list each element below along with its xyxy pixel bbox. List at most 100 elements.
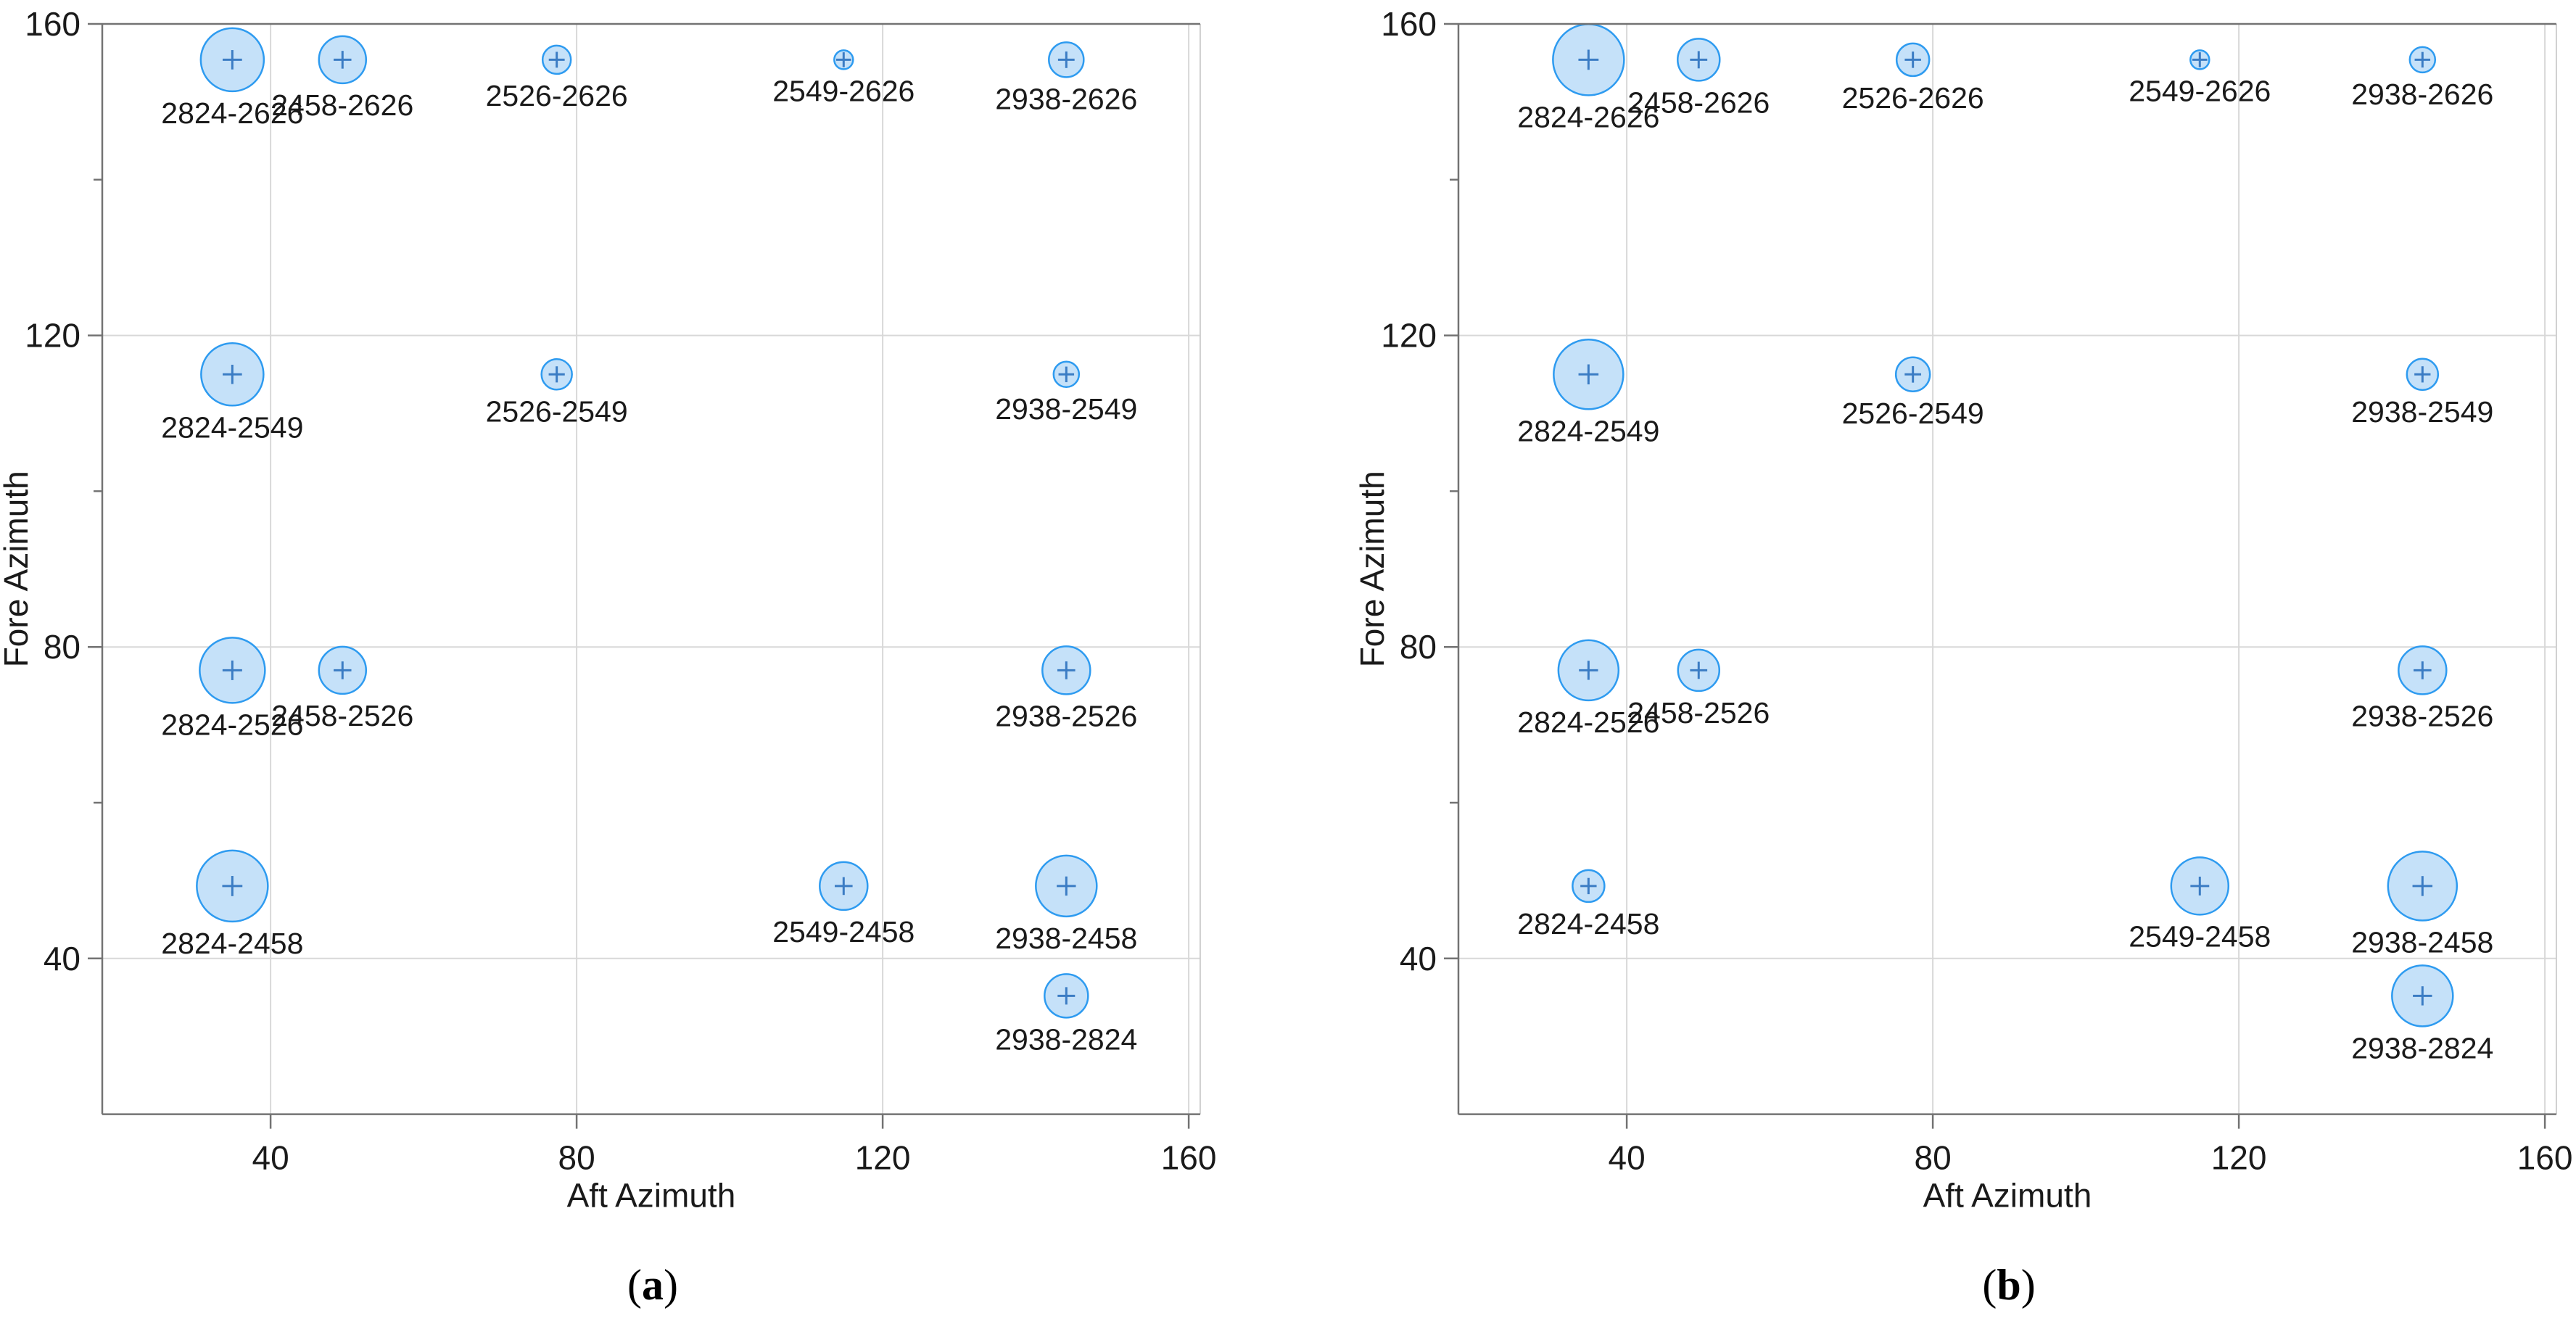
plot-frame — [101, 22, 1201, 1115]
x-tick-label-120: 120 — [2211, 1139, 2267, 1177]
y-tick-label-80: 80 — [1400, 628, 1437, 666]
y-tick-label-40: 40 — [44, 940, 80, 977]
gridlines — [102, 23, 1200, 1115]
bubble-2526-2626: 2526-2626 — [1842, 42, 1984, 115]
bubble-2824-2458: 2824-2458 — [1517, 869, 1659, 940]
bubble-label: 2526-2626 — [1842, 81, 1984, 115]
bubble-2824-2626: 2824-2626 — [1517, 23, 1659, 133]
bubble-2824-2549: 2824-2549 — [161, 342, 303, 444]
bubble-2938-2824: 2938-2824 — [2351, 964, 2493, 1064]
bubble-label: 2824-2526 — [161, 708, 303, 741]
bubble-label: 2526-2549 — [1842, 397, 1984, 430]
panel-a-caption: (a) — [537, 1260, 769, 1310]
bubble-label: 2458-2526 — [271, 699, 413, 732]
bubble-2549-2626: 2549-2626 — [2129, 49, 2271, 107]
bubble-label: 2549-2458 — [772, 915, 915, 948]
caption-close-paren: ) — [664, 1261, 678, 1309]
bubble-label: 2938-2824 — [995, 1022, 1137, 1056]
bubble-2458-2526: 2458-2526 — [1627, 648, 1770, 729]
bubble-2526-2549: 2526-2549 — [1842, 356, 1984, 430]
bubble-label: 2938-2549 — [995, 392, 1137, 426]
y-tick-label-160: 160 — [1381, 5, 1437, 43]
bubble-label: 2549-2626 — [2129, 74, 2271, 107]
bubble-label: 2938-2458 — [2351, 925, 2493, 959]
bubble-2938-2458: 2938-2458 — [2351, 851, 2493, 959]
bubble-2549-2626: 2549-2626 — [772, 49, 915, 107]
bubble-label: 2938-2824 — [2351, 1031, 2493, 1064]
bubble-2526-2549: 2526-2549 — [486, 358, 628, 428]
bubble-label: 2549-2626 — [772, 74, 915, 107]
bubble-2458-2626: 2458-2626 — [1627, 38, 1770, 119]
panel-b-caption: (b) — [1893, 1260, 2125, 1310]
bubble-2938-2824: 2938-2824 — [995, 973, 1137, 1056]
bubble-label: 2938-2458 — [995, 922, 1137, 955]
bubble-2458-2626: 2458-2626 — [271, 35, 413, 122]
bubble-label: 2458-2626 — [1627, 86, 1770, 119]
x-tick-label-40: 40 — [252, 1139, 289, 1177]
bubble-2824-2549: 2824-2549 — [1517, 339, 1659, 447]
bubble-label: 2824-2626 — [1517, 100, 1659, 133]
x-tick-label-80: 80 — [558, 1139, 595, 1177]
bubble-2824-2458: 2824-2458 — [161, 849, 303, 960]
bubble-label: 2938-2526 — [995, 699, 1137, 732]
caption-letter-b: b — [1997, 1261, 2021, 1309]
bubble-2824-2626: 2824-2626 — [161, 27, 303, 130]
bubble-label: 2824-2458 — [161, 927, 303, 960]
bubble-label: 2824-2549 — [1517, 414, 1659, 447]
bubble-2549-2458: 2549-2458 — [2129, 856, 2271, 953]
plot-frame — [1457, 22, 2557, 1115]
bubble-2549-2458: 2549-2458 — [772, 861, 915, 948]
x-tick-label-40: 40 — [1609, 1139, 1646, 1177]
bubble-label: 2824-2626 — [161, 96, 303, 130]
bubble-2938-2626: 2938-2626 — [995, 41, 1137, 115]
bubble-2938-2549: 2938-2549 — [2351, 357, 2493, 429]
y-tick-label-120: 120 — [25, 317, 80, 355]
bubble-2938-2626: 2938-2626 — [2351, 46, 2493, 111]
bubble-2458-2526: 2458-2526 — [271, 645, 413, 732]
y-tick-label-80: 80 — [44, 628, 80, 666]
bubble-label: 2526-2549 — [486, 394, 628, 428]
bubble-label: 2458-2626 — [271, 88, 413, 122]
caption-letter-a: a — [642, 1261, 664, 1309]
bubble-2938-2549: 2938-2549 — [995, 360, 1137, 426]
caption-close-paren: ) — [2020, 1261, 2036, 1309]
bubble-label: 2938-2626 — [995, 82, 1137, 115]
x-axis-title: Aft Azimuth — [567, 1177, 736, 1215]
bubble-2938-2458: 2938-2458 — [995, 854, 1137, 955]
y-tick-label-40: 40 — [1400, 940, 1437, 977]
y-axis-title: Fore Azimuth — [0, 471, 35, 667]
bubble-label: 2938-2549 — [2351, 395, 2493, 429]
bubble-label: 2938-2526 — [2351, 699, 2493, 732]
x-tick-label-120: 120 — [855, 1139, 911, 1177]
ticks — [1444, 22, 2546, 1129]
bubble-2938-2526: 2938-2526 — [2351, 645, 2493, 732]
ticks — [88, 22, 1190, 1129]
x-tick-label-160: 160 — [1161, 1139, 1217, 1177]
bubble-label: 2824-2458 — [1517, 907, 1659, 940]
bubble-label: 2458-2526 — [1627, 696, 1770, 729]
bubble-2526-2626: 2526-2626 — [486, 44, 628, 112]
bubble-label: 2938-2626 — [2351, 78, 2493, 111]
x-tick-label-160: 160 — [2517, 1139, 2573, 1177]
bubble-label: 2526-2626 — [486, 79, 628, 112]
bubble-label: 2549-2458 — [2129, 919, 2271, 953]
caption-open-paren: ( — [1982, 1261, 1997, 1309]
bubble-2938-2526: 2938-2526 — [995, 645, 1137, 732]
bubble-2824-2526: 2824-2526 — [161, 637, 303, 741]
y-axis-title: Fore Azimuth — [1353, 471, 1391, 667]
x-axis-title: Aft Azimuth — [1923, 1177, 2092, 1215]
bubble-label: 2824-2549 — [161, 410, 303, 444]
caption-open-paren: ( — [627, 1261, 642, 1309]
bubble-2824-2526: 2824-2526 — [1517, 639, 1659, 739]
y-tick-label-160: 160 — [25, 5, 80, 43]
y-tick-label-120: 120 — [1381, 317, 1437, 355]
bubble-label: 2824-2526 — [1517, 706, 1659, 739]
x-tick-label-80: 80 — [1915, 1139, 1952, 1177]
